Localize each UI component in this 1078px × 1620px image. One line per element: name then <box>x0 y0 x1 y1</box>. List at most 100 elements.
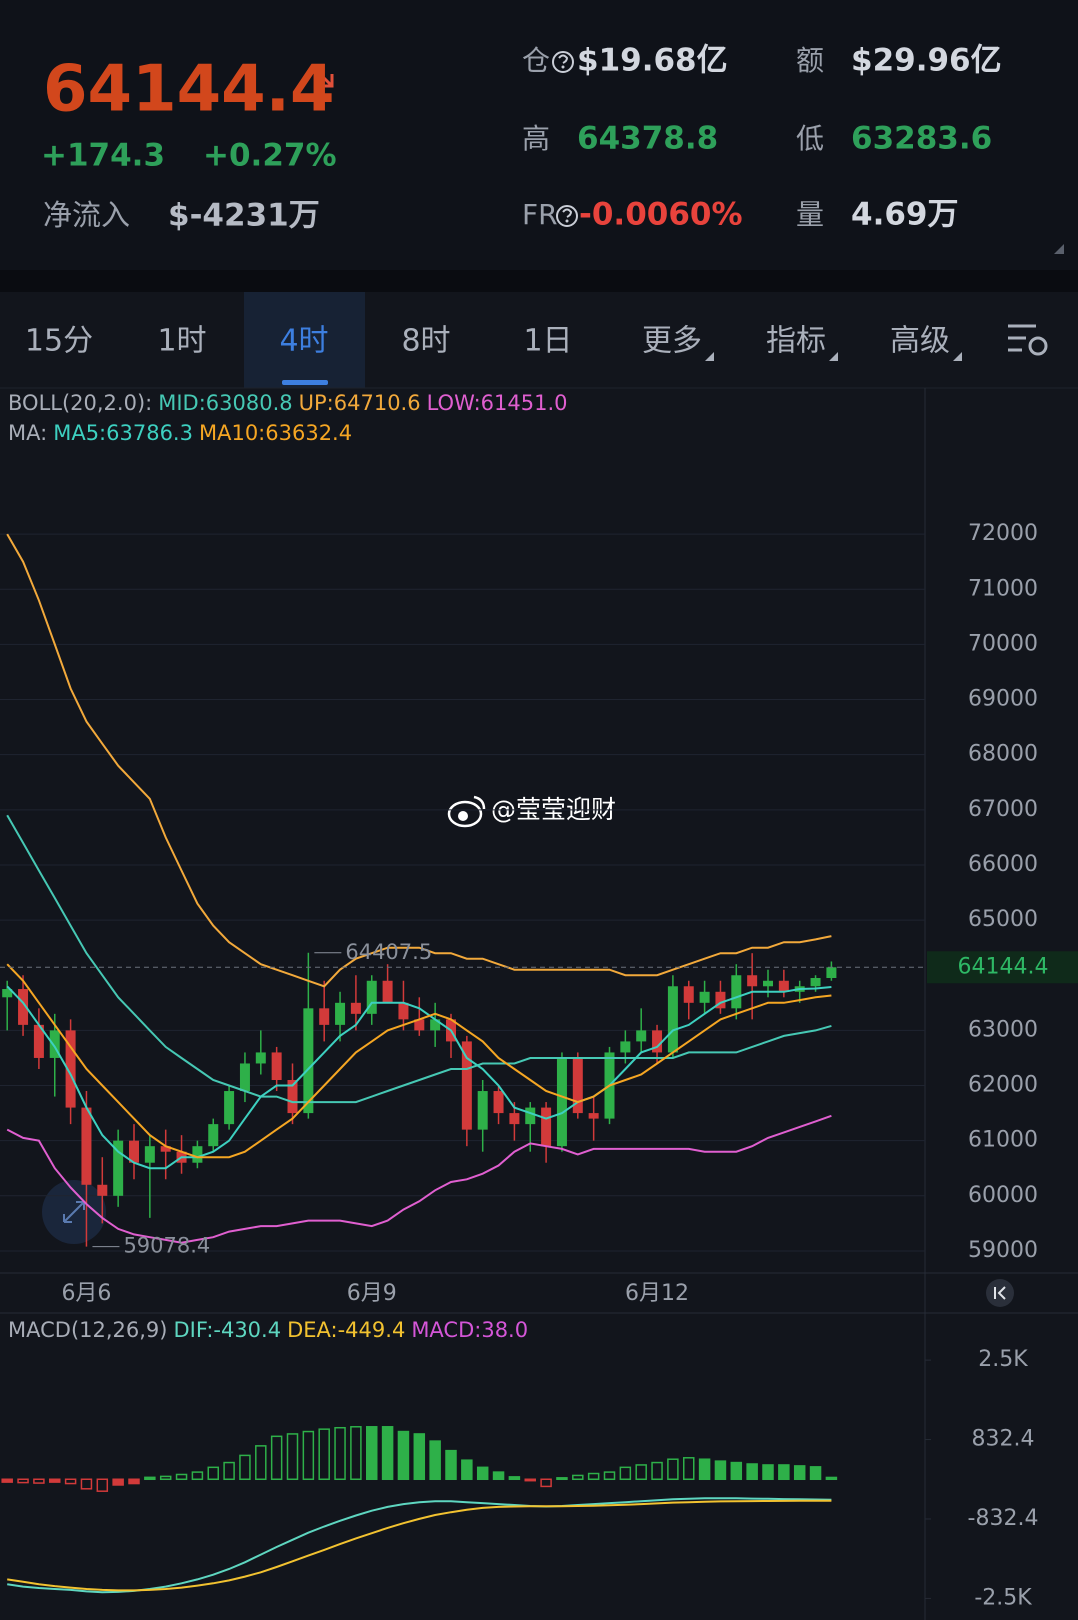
macd-bar <box>746 1463 758 1481</box>
stat-label: 量 <box>796 198 824 231</box>
x-tick-label: 6月6 <box>61 1281 111 1306</box>
settings-icon[interactable] <box>1008 324 1048 356</box>
candle-body <box>541 1107 552 1147</box>
macd-bar <box>714 1460 727 1481</box>
macd-line <box>7 1499 832 1592</box>
candle-body <box>97 1184 108 1196</box>
candle-body <box>763 980 773 987</box>
macd-bar <box>17 1478 29 1484</box>
legend-entry: DEA:-449.4 <box>287 1318 405 1342</box>
candle-body <box>287 1080 298 1114</box>
candle-body <box>303 1008 314 1114</box>
candle-body <box>366 980 377 1014</box>
candle-body <box>636 1030 647 1042</box>
macd-line <box>7 1497 832 1594</box>
candle-body <box>525 1107 536 1125</box>
candle-body <box>49 1030 60 1058</box>
timeframe-tab[interactable]: 4时 <box>279 324 328 359</box>
dropdown-caret <box>705 352 714 361</box>
macd-bar <box>429 1440 441 1481</box>
macd-bar <box>413 1433 426 1481</box>
dropdown-caret <box>829 352 838 361</box>
macd-bar <box>397 1430 410 1481</box>
macd-bar <box>270 1435 283 1481</box>
timeframe-tab[interactable]: 更多 <box>642 324 702 359</box>
macd-bar <box>334 1426 346 1481</box>
macd-bar <box>381 1426 394 1481</box>
indicator-line <box>6 533 832 988</box>
net-inflow: $-4231万 <box>168 198 320 234</box>
timeframe-tab[interactable]: 8时 <box>401 324 450 359</box>
macd-bar <box>762 1464 774 1481</box>
macd-bar <box>1 1478 13 1483</box>
y-tick-label: 66000 <box>968 852 1038 877</box>
candle-body <box>588 1113 599 1119</box>
stat-label: 高 <box>522 122 550 155</box>
macd-bar <box>461 1459 473 1481</box>
y-tick-label: 70000 <box>968 631 1038 656</box>
macd-bar <box>64 1478 77 1485</box>
y-tick-label: -2.5K <box>974 1585 1032 1610</box>
candle-body <box>208 1124 219 1147</box>
candle-body <box>382 980 393 1003</box>
macd-bar <box>80 1478 93 1490</box>
timeframe-tab[interactable]: 1日 <box>523 324 572 359</box>
macd-bar <box>144 1476 156 1481</box>
info-icon <box>556 205 578 227</box>
candle-body <box>350 1002 361 1014</box>
y-tick-label: 68000 <box>968 742 1038 767</box>
stat-value: -0.0060% <box>579 197 743 233</box>
candle-body <box>493 1091 504 1114</box>
x-tick-label: 6月9 <box>347 1281 397 1306</box>
x-tick-label: 6月12 <box>625 1281 689 1306</box>
candle-body <box>667 986 678 1053</box>
macd-bar <box>635 1464 647 1481</box>
timeframe-tab[interactable]: 高级 <box>890 324 950 359</box>
legend-entry: MA: <box>8 421 47 445</box>
macd-bar <box>207 1466 219 1481</box>
candle-body <box>335 1002 346 1025</box>
stat-value: 4.69万 <box>851 197 959 233</box>
indicator-line <box>6 963 832 1159</box>
y-tick-label: 69000 <box>968 687 1038 712</box>
timeframe-tab[interactable]: 指标 <box>766 324 826 359</box>
current-price-box <box>927 951 1078 984</box>
active-tab-bg <box>244 292 365 388</box>
macd-bar <box>175 1473 188 1481</box>
extreme-label: 64407.5 <box>345 940 432 964</box>
net-inflow-label: 净流入 <box>43 198 130 232</box>
dropdown-caret <box>953 352 962 361</box>
candle-body <box>747 975 758 987</box>
candle-body <box>2 989 13 998</box>
stat-value: $29.96亿 <box>851 43 1002 79</box>
macd-bar <box>683 1457 695 1481</box>
info-icon <box>552 51 574 73</box>
stat-label: 仓 <box>522 44 550 77</box>
macd-bar <box>128 1478 140 1485</box>
timeframe-tab[interactable]: 1时 <box>157 324 206 359</box>
stat-label: 额 <box>796 44 824 77</box>
candle-body <box>398 1002 409 1020</box>
macd-bar <box>572 1474 584 1481</box>
collapse-button[interactable] <box>986 1279 1014 1307</box>
candle-body <box>461 1041 472 1130</box>
y-tick-label: 65000 <box>968 907 1038 932</box>
y-tick-label: 59000 <box>968 1238 1038 1263</box>
stat-label: FR <box>522 198 558 231</box>
candle-body <box>414 1019 425 1031</box>
y-tick-label: 62000 <box>968 1073 1038 1098</box>
macd-bar <box>96 1478 109 1492</box>
stat-value: $19.68亿 <box>577 43 728 79</box>
macd-bar <box>651 1461 663 1481</box>
y-tick-label: 2.5K <box>978 1347 1028 1372</box>
candle-body <box>509 1113 520 1125</box>
candle-body <box>572 1057 583 1114</box>
macd-bar <box>191 1471 204 1481</box>
macd-bar <box>809 1466 822 1481</box>
candle-body <box>731 975 742 1009</box>
timeframe-tab[interactable]: 15分 <box>25 324 93 359</box>
y-tick-label: 71000 <box>968 576 1038 601</box>
stat-value: 64378.8 <box>577 121 718 157</box>
candle-body <box>556 1057 567 1147</box>
